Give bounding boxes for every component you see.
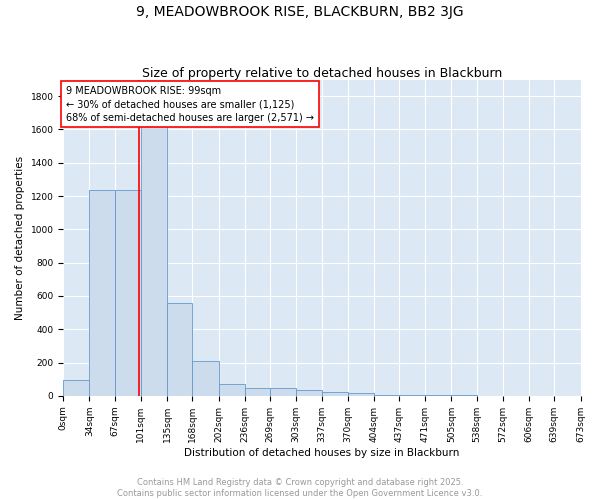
- Title: Size of property relative to detached houses in Blackburn: Size of property relative to detached ho…: [142, 66, 502, 80]
- Bar: [270, 388, 296, 396]
- Bar: [141, 104, 167, 396]
- Text: Contains HM Land Registry data © Crown copyright and database right 2025.
Contai: Contains HM Land Registry data © Crown c…: [118, 478, 482, 498]
- Bar: [167, 302, 193, 396]
- Bar: [115, 190, 141, 396]
- Bar: [347, 394, 374, 396]
- Bar: [296, 390, 322, 396]
- Y-axis label: Number of detached properties: Number of detached properties: [15, 156, 25, 320]
- Bar: [63, 380, 89, 396]
- Bar: [245, 388, 270, 396]
- X-axis label: Distribution of detached houses by size in Blackburn: Distribution of detached houses by size …: [184, 448, 460, 458]
- Bar: [89, 190, 115, 396]
- Text: 9 MEADOWBROOK RISE: 99sqm
← 30% of detached houses are smaller (1,125)
68% of se: 9 MEADOWBROOK RISE: 99sqm ← 30% of detac…: [67, 86, 314, 122]
- Bar: [399, 395, 425, 396]
- Bar: [193, 361, 218, 396]
- Bar: [322, 392, 347, 396]
- Bar: [374, 394, 399, 396]
- Text: 9, MEADOWBROOK RISE, BLACKBURN, BB2 3JG: 9, MEADOWBROOK RISE, BLACKBURN, BB2 3JG: [136, 5, 464, 19]
- Bar: [218, 384, 245, 396]
- Bar: [425, 395, 451, 396]
